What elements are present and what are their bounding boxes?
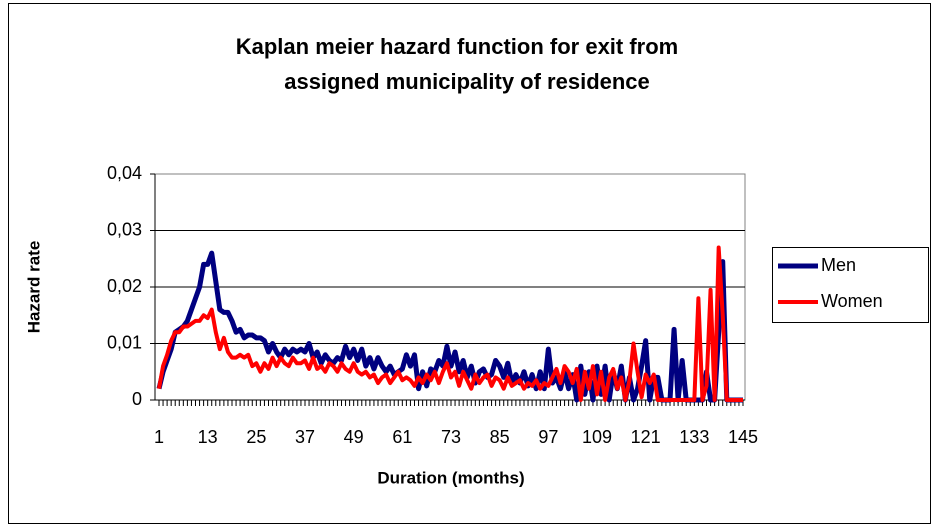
x-tick-label: 97 [538, 427, 558, 447]
x-tick-label: 121 [631, 427, 661, 447]
x-tick-label: 37 [295, 427, 315, 447]
legend-label: Women [821, 291, 883, 311]
series-line [157, 245, 743, 402]
x-tick-label: 49 [344, 427, 364, 447]
series-line [156, 250, 743, 403]
y-tick-label: 0,01 [107, 332, 142, 352]
chart-title-line: assigned municipality of residence [284, 69, 650, 94]
x-tick-label: 73 [441, 427, 461, 447]
x-tick-label: 109 [582, 427, 612, 447]
chart-title-line: Kaplan meier hazard function for exit fr… [236, 34, 679, 59]
x-tick-label: 133 [679, 427, 709, 447]
y-axis-title: Hazard rate [24, 241, 43, 334]
legend-box [772, 247, 929, 323]
y-tick-label: 0,02 [107, 276, 142, 296]
legend-label: Men [821, 255, 856, 275]
x-tick-label: 85 [490, 427, 510, 447]
x-axis-title: Duration (months) [377, 468, 524, 487]
y-tick-label: 0,04 [107, 163, 142, 183]
y-tick-label: 0,03 [107, 219, 142, 239]
x-tick-label: 145 [728, 427, 758, 447]
x-tick-label: 61 [392, 427, 412, 447]
x-tick-label: 1 [154, 427, 164, 447]
y-tick-label: 0 [132, 389, 142, 409]
x-tick-label: 25 [246, 427, 266, 447]
x-tick-label: 13 [198, 427, 218, 447]
